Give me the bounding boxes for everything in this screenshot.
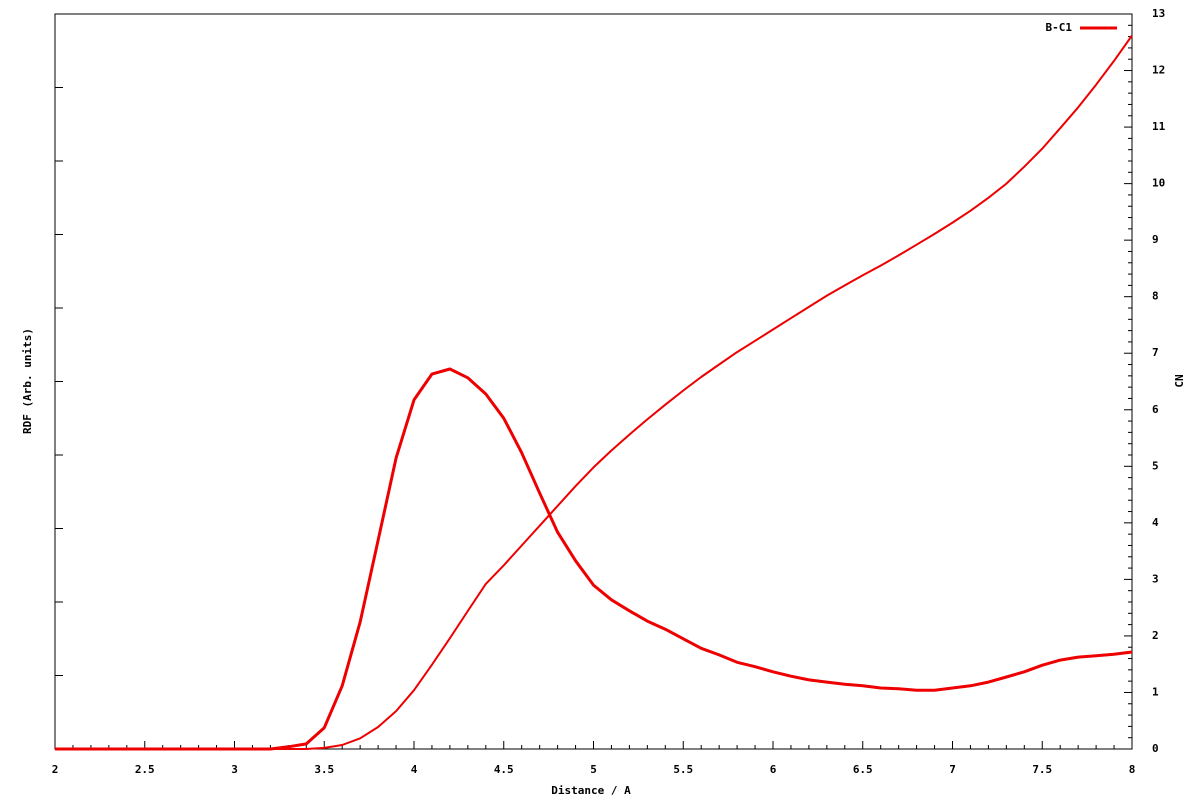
x-tick-label: 5 xyxy=(590,763,597,776)
y-axis-label: RDF (Arb. units) xyxy=(21,328,34,434)
x-tick-label: 5.5 xyxy=(673,763,693,776)
x-tick-label: 4.5 xyxy=(494,763,514,776)
y2-tick-label: 7 xyxy=(1152,346,1159,359)
x-tick-label: 6 xyxy=(770,763,777,776)
plot-frame xyxy=(54,13,1133,750)
y2-tick-label: 9 xyxy=(1152,233,1159,246)
y2-tick-label: 2 xyxy=(1152,629,1159,642)
x-tick-label: 2 xyxy=(52,763,59,776)
y2-tick-label: 1 xyxy=(1152,685,1159,698)
x-axis-label: Distance / A xyxy=(551,784,631,797)
x-tick-label: 6.5 xyxy=(853,763,873,776)
y2-tick-label: 0 xyxy=(1152,742,1159,755)
y2-tick-label: 6 xyxy=(1152,403,1159,416)
x-tick-label: 3 xyxy=(231,763,238,776)
data-line xyxy=(55,367,1133,751)
x-tick-label: 3.5 xyxy=(314,763,334,776)
y2-tick-label: 4 xyxy=(1152,516,1159,529)
x-tick-label: 4 xyxy=(411,763,418,776)
x-tick-label: 2.5 xyxy=(135,763,155,776)
legend-label: B-C1 xyxy=(1046,21,1073,34)
y2-tick-label: 3 xyxy=(1152,572,1159,585)
x-tick-label: 8 xyxy=(1129,763,1136,776)
y2-tick-label: 12 xyxy=(1152,64,1165,77)
y2-tick-label: 11 xyxy=(1152,120,1166,133)
y2-tick-label: 8 xyxy=(1152,290,1159,303)
x-tick-label: 7 xyxy=(949,763,956,776)
y2-tick-label: 5 xyxy=(1152,459,1159,472)
x-tick-label: 7.5 xyxy=(1032,763,1052,776)
data-line xyxy=(55,34,1133,750)
y2-tick-label: 13 xyxy=(1152,7,1165,20)
y2-axis-label: CN xyxy=(1173,374,1186,387)
y2-tick-label: 10 xyxy=(1152,177,1165,190)
